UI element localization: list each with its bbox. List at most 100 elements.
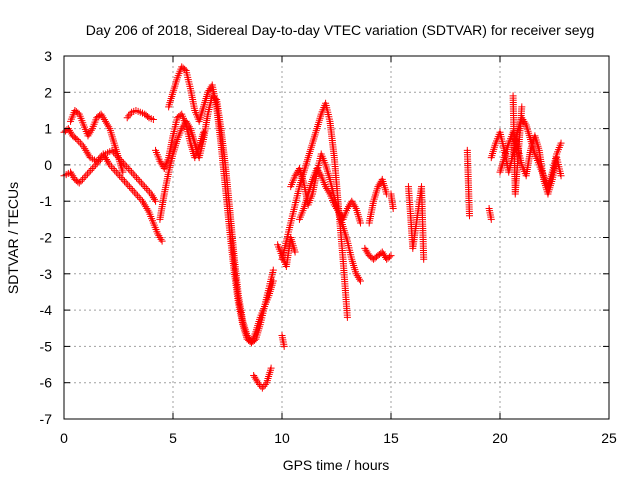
data-point (335, 208, 343, 216)
data-point (88, 165, 96, 173)
x-tick-label: 10 (274, 430, 290, 446)
x-tick-label: 5 (169, 430, 177, 446)
data-point (104, 121, 112, 129)
x-tick-label: 0 (60, 430, 68, 446)
data-point (75, 179, 83, 187)
data-point (111, 166, 119, 174)
data-point (330, 201, 338, 209)
data-point (143, 204, 151, 212)
data-point (142, 203, 150, 211)
data-point (269, 266, 277, 274)
data-point (139, 181, 147, 189)
data-point (95, 157, 103, 165)
y-tick-label: 1 (44, 121, 52, 137)
data-point (134, 175, 142, 183)
data-point (157, 235, 165, 243)
data-point (361, 244, 369, 252)
data-point (154, 230, 162, 238)
data-point (80, 143, 88, 151)
y-tick-label: -6 (40, 375, 53, 391)
data-point (150, 195, 158, 203)
data-point (67, 128, 75, 136)
data-point (84, 132, 92, 140)
data-point (69, 172, 77, 180)
data-point (140, 199, 148, 207)
data-point (520, 117, 528, 125)
data-point (124, 181, 132, 189)
data-point (76, 139, 84, 147)
data-point (101, 117, 109, 125)
data-point (252, 375, 260, 383)
data-point (107, 163, 115, 171)
data-point (158, 237, 166, 245)
data-point (251, 373, 259, 381)
data-point (79, 175, 87, 183)
data-point (73, 135, 81, 143)
data-point (362, 246, 370, 254)
data-point (353, 272, 361, 280)
data-point (80, 174, 88, 182)
data-point (123, 114, 131, 122)
data-point (90, 163, 98, 171)
data-point (322, 183, 330, 191)
data-point (518, 103, 526, 111)
data-point (315, 168, 323, 176)
data-point (105, 159, 113, 167)
y-axis-title: SDTVAR / TECUs (5, 182, 21, 294)
data-point (119, 168, 127, 176)
data-point (267, 364, 275, 372)
data-point (100, 116, 108, 124)
data-point (333, 204, 340, 212)
data-point (156, 157, 164, 165)
y-tick-label: 3 (44, 48, 52, 64)
data-point (85, 130, 93, 138)
data-point (130, 188, 138, 196)
data-point (521, 119, 529, 127)
data-point (99, 114, 107, 122)
data-point (157, 159, 165, 167)
data-point (109, 165, 117, 173)
data-point (127, 184, 135, 192)
data-point (125, 183, 133, 191)
data-point (144, 186, 152, 194)
data-point (129, 186, 137, 194)
data-point (348, 197, 356, 205)
y-tick-label: 0 (44, 157, 52, 173)
data-point (103, 119, 111, 127)
data-point (205, 86, 213, 94)
data-point (351, 203, 359, 211)
data-point (354, 273, 362, 281)
data-point (291, 172, 299, 180)
data-point (114, 170, 122, 178)
data-point (138, 197, 146, 205)
data-point (349, 199, 357, 207)
data-point (254, 379, 262, 387)
data-point (144, 113, 152, 120)
data-point (141, 183, 149, 191)
data-point (85, 168, 93, 176)
data-point (557, 172, 565, 180)
data-point (77, 177, 85, 185)
data-point (337, 212, 345, 220)
data-point (141, 201, 149, 209)
data-point (253, 377, 261, 385)
data-point (200, 128, 208, 136)
data-point (93, 159, 101, 167)
data-point (269, 277, 277, 285)
data-point (146, 188, 154, 196)
data-point (137, 179, 145, 187)
chart-title: Day 206 of 2018, Sidereal Day-to-day VTE… (86, 22, 595, 38)
data-point (134, 192, 142, 200)
data-point (147, 190, 155, 198)
data-point (420, 255, 428, 263)
data-point (316, 170, 324, 178)
data-point (100, 152, 108, 160)
data-point (83, 170, 91, 178)
data-point (292, 170, 300, 178)
data-point (74, 178, 82, 186)
data-point (68, 170, 76, 178)
data-point (378, 248, 386, 256)
data-point (156, 234, 164, 241)
